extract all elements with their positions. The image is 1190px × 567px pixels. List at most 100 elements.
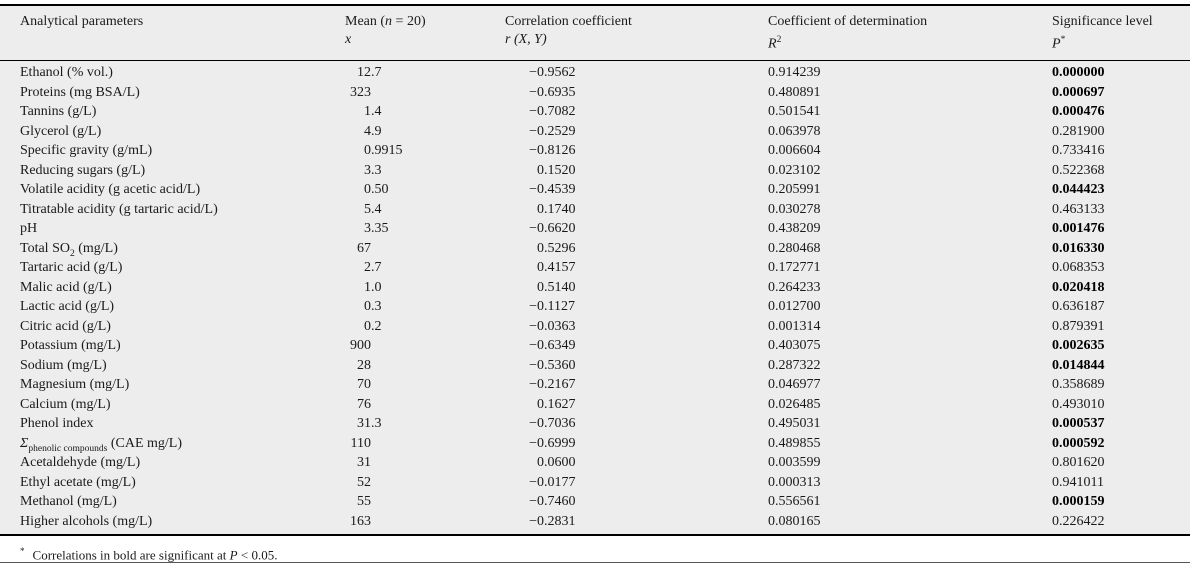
determination-cell: 0.480891 [768, 84, 821, 100]
column-header-mean: Mean (n = 20) x [345, 14, 426, 47]
table-row: Volatile acidity (g acetic acid/L) 0.50 … [0, 180, 1190, 200]
table-row: Specific gravity (g/mL) 0.9915 −0.8126 0… [0, 141, 1190, 161]
mean-cell: 3.3 [364, 162, 382, 178]
param-cell: Ethyl acetate (mg/L) [20, 474, 136, 490]
table-panel: Analytical parameters Mean (n = 20) x Co… [0, 6, 1190, 535]
table-row: Phenol index 31.3 −0.7036 0.495031 0.000… [0, 414, 1190, 434]
mean-cell: 55 [357, 494, 371, 510]
determination-cell: 0.026485 [768, 396, 821, 412]
correlation-cell: −0.7082 [529, 104, 576, 120]
param-cell: Ethanol (% vol.) [20, 65, 113, 81]
table-row: pH 3.35 −0.6620 0.438209 0.001476 [0, 219, 1190, 239]
determination-cell: 0.489855 [768, 435, 821, 451]
determination-cell: 0.012700 [768, 299, 821, 315]
correlation-cell: −0.2529 [529, 123, 576, 139]
correlation-cell: −0.4539 [529, 182, 576, 198]
mean-cell: 52 [357, 474, 371, 490]
correlation-cell: −0.2831 [529, 513, 576, 529]
correlation-cell: −0.2167 [529, 377, 576, 393]
table-row: Malic acid (g/L) 1.0 0.5140 0.264233 0.0… [0, 278, 1190, 298]
significance-cell: 0.020418 [1052, 279, 1105, 295]
table-row: Ethanol (% vol.) 12.7 −0.9562 0.914239 0… [0, 63, 1190, 83]
mean-cell: 323 [350, 84, 371, 100]
mean-cell: 3.35 [364, 221, 389, 237]
correlation-cell: −0.6349 [529, 338, 576, 354]
determination-cell: 0.914239 [768, 65, 821, 81]
table-row: Tannins (g/L) 1.4 −0.7082 0.501541 0.000… [0, 102, 1190, 122]
significance-cell: 0.000537 [1052, 416, 1105, 432]
column-header-analytical-parameters: Analytical parameters [20, 13, 345, 54]
determination-cell: 0.287322 [768, 357, 821, 373]
significance-cell: 0.000476 [1052, 104, 1105, 120]
mean-cell: 0.2 [364, 318, 382, 334]
significance-cell: 0.016330 [1052, 240, 1105, 256]
mean-cell: 0.3 [364, 299, 382, 315]
determination-cell: 0.264233 [768, 279, 821, 295]
table-top-rule [0, 4, 1190, 6]
significance-cell: 0.001476 [1052, 221, 1105, 237]
column-header-correlation-coefficient: Correlation coefficient r (X, Y) [505, 14, 632, 47]
determination-cell: 0.172771 [768, 260, 821, 276]
significance-cell: 0.044423 [1052, 182, 1105, 198]
param-cell: Citric acid (g/L) [20, 318, 111, 334]
table-row: Reducing sugars (g/L) 3.3 0.1520 0.02310… [0, 161, 1190, 181]
param-cell: Σphenolic compounds (CAE mg/L) [20, 435, 183, 454]
significance-cell: 0.068353 [1052, 260, 1105, 276]
param-cell: Reducing sugars (g/L) [20, 162, 146, 178]
mean-cell: 1.0 [364, 279, 382, 295]
table-row: Ethyl acetate (mg/L) 52 −0.0177 0.000313… [0, 473, 1190, 493]
table-row: Acetaldehyde (mg/L) 31 0.0600 0.003599 0… [0, 453, 1190, 473]
mean-cell: 0.50 [364, 182, 389, 198]
table-row: Glycerol (g/L) 4.9 −0.2529 0.063978 0.28… [0, 122, 1190, 142]
correlation-cell: −0.1127 [529, 299, 575, 315]
footnote-marker: * [20, 546, 25, 557]
mean-cell: 2.7 [364, 260, 382, 276]
determination-cell: 0.080165 [768, 513, 821, 529]
param-cell: Higher alcohols (mg/L) [20, 513, 153, 529]
correlation-cell: −0.6999 [529, 435, 576, 451]
mean-cell: 0.9915 [364, 143, 403, 159]
footnote-text: Correlations in bold are significant at [32, 547, 230, 563]
mean-cell: 70 [357, 377, 371, 393]
correlation-cell: 0.5140 [537, 279, 576, 295]
determination-cell: 0.280468 [768, 240, 821, 256]
mean-cell: 163 [350, 513, 371, 529]
mean-cell: 67 [357, 240, 371, 256]
mean-cell: 76 [357, 396, 371, 412]
param-cell: Potassium (mg/L) [20, 338, 121, 354]
table-row: Tartaric acid (g/L) 2.7 0.4157 0.172771 … [0, 258, 1190, 278]
footnote-threshold: < 0.05. [237, 547, 278, 563]
mean-cell: 1.4 [364, 104, 382, 120]
determination-cell: 0.495031 [768, 416, 821, 432]
param-cell: Sodium (mg/L) [20, 357, 107, 373]
significance-cell: 0.733416 [1052, 143, 1105, 159]
significance-cell: 0.358689 [1052, 377, 1105, 393]
column-header-significance-level: Significance level P* [1052, 14, 1153, 52]
significance-cell: 0.000592 [1052, 435, 1105, 451]
correlation-cell: −0.7460 [529, 494, 576, 510]
table-row: Calcium (mg/L) 76 0.1627 0.026485 0.4930… [0, 395, 1190, 415]
footnote-p-symbol: P [229, 547, 238, 563]
param-cell: Calcium (mg/L) [20, 396, 111, 412]
mean-cell: 12.7 [357, 65, 382, 81]
correlation-cell: −0.0363 [529, 318, 576, 334]
significance-cell: 0.493010 [1052, 396, 1105, 412]
table-header: Analytical parameters Mean (n = 20) x Co… [0, 6, 1190, 60]
correlation-cell: 0.5296 [537, 240, 576, 256]
table-row: Sodium (mg/L) 28 −0.5360 0.287322 0.0148… [0, 356, 1190, 376]
correlation-cell: 0.1627 [537, 396, 576, 412]
correlation-cell: 0.0600 [537, 455, 576, 471]
correlation-cell: −0.9562 [529, 65, 576, 81]
correlation-cell: 0.4157 [537, 260, 576, 276]
param-cell: Tartaric acid (g/L) [20, 260, 123, 276]
determination-cell: 0.046977 [768, 377, 821, 393]
param-cell: Total SO2 (mg/L) [20, 240, 118, 259]
param-cell: Acetaldehyde (mg/L) [20, 455, 141, 471]
table-row: Methanol (mg/L) 55 −0.7460 0.556561 0.00… [0, 492, 1190, 512]
significance-cell: 0.801620 [1052, 455, 1105, 471]
param-cell: Volatile acidity (g acetic acid/L) [20, 182, 201, 198]
table-row: Higher alcohols (mg/L) 163 −0.2831 0.080… [0, 512, 1190, 532]
table-body: Ethanol (% vol.) 12.7 −0.9562 0.914239 0… [0, 61, 1190, 534]
determination-cell: 0.501541 [768, 104, 821, 120]
table-row: Lactic acid (g/L) 0.3 −0.1127 0.012700 0… [0, 297, 1190, 317]
